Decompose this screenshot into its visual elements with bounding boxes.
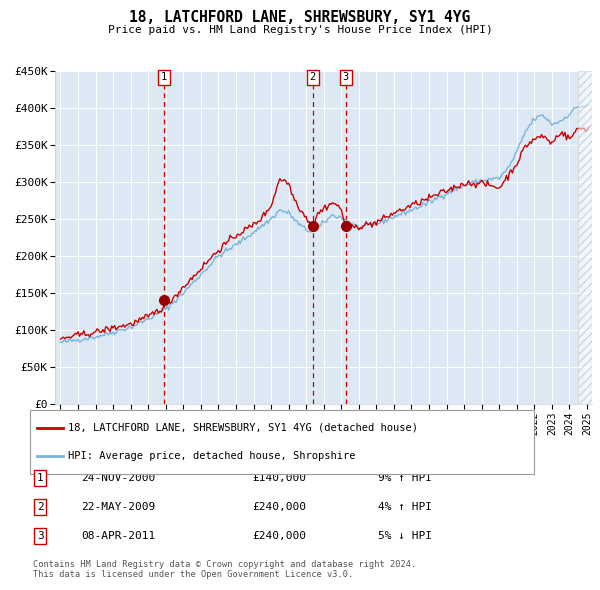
Text: 3: 3	[37, 531, 44, 541]
Text: 2: 2	[310, 73, 316, 83]
Text: 18, LATCHFORD LANE, SHREWSBURY, SY1 4YG (detached house): 18, LATCHFORD LANE, SHREWSBURY, SY1 4YG …	[68, 423, 418, 433]
Text: 08-APR-2011: 08-APR-2011	[81, 531, 155, 541]
Text: Contains HM Land Registry data © Crown copyright and database right 2024.
This d: Contains HM Land Registry data © Crown c…	[33, 560, 416, 579]
Text: £240,000: £240,000	[252, 531, 306, 541]
Text: £240,000: £240,000	[252, 502, 306, 512]
Bar	[578, 71, 592, 404]
Text: 24-NOV-2000: 24-NOV-2000	[81, 473, 155, 483]
Text: HPI: Average price, detached house, Shropshire: HPI: Average price, detached house, Shro…	[68, 451, 355, 461]
Text: 1: 1	[37, 473, 44, 483]
Text: £140,000: £140,000	[252, 473, 306, 483]
Text: 1: 1	[161, 73, 167, 83]
Text: 3: 3	[343, 73, 349, 83]
Text: Price paid vs. HM Land Registry's House Price Index (HPI): Price paid vs. HM Land Registry's House …	[107, 25, 493, 35]
Text: 2: 2	[37, 502, 44, 512]
Text: 22-MAY-2009: 22-MAY-2009	[81, 502, 155, 512]
Text: 5% ↓ HPI: 5% ↓ HPI	[378, 531, 432, 541]
Text: 9% ↑ HPI: 9% ↑ HPI	[378, 473, 432, 483]
Text: 4% ↑ HPI: 4% ↑ HPI	[378, 502, 432, 512]
Text: 18, LATCHFORD LANE, SHREWSBURY, SY1 4YG: 18, LATCHFORD LANE, SHREWSBURY, SY1 4YG	[130, 10, 470, 25]
